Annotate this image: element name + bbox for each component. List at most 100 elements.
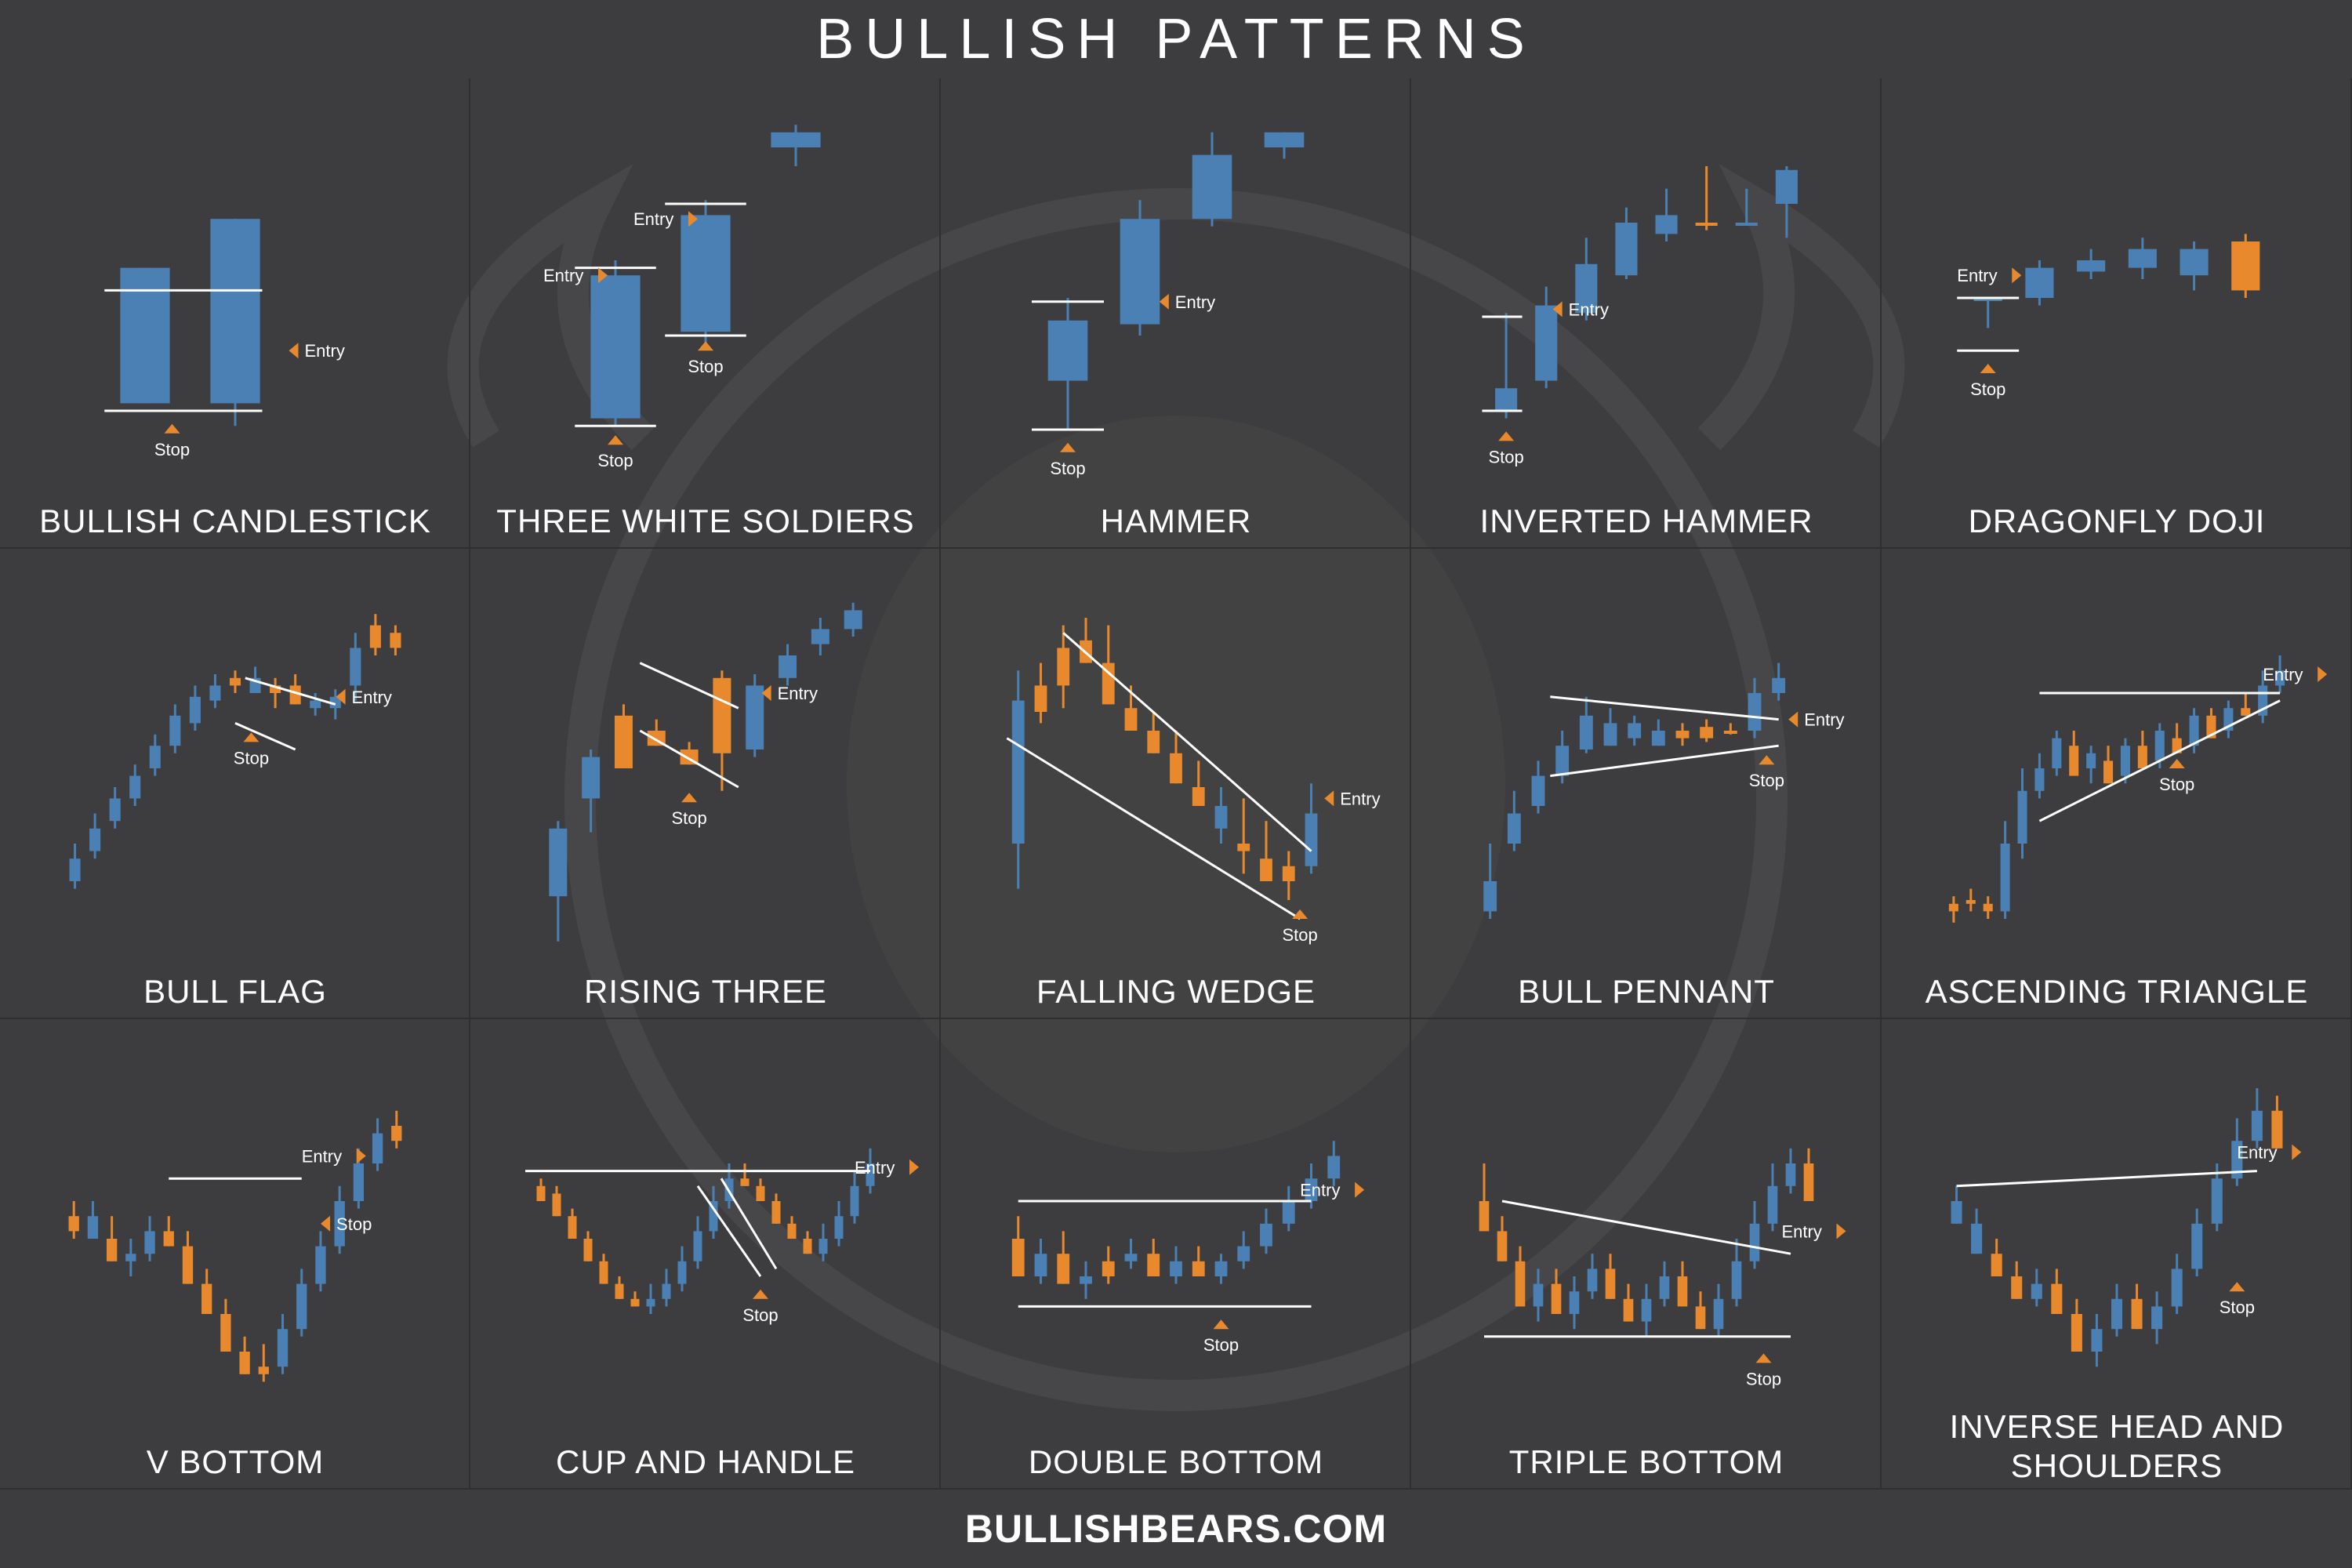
candle-body (329, 696, 341, 709)
candle-body (2025, 267, 2054, 298)
panel-bull-pennant: Entry Stop BULL PENNANT (1411, 549, 1882, 1019)
stop-label: Stop (671, 808, 706, 828)
candle-body (1282, 866, 1295, 881)
candle-body (1120, 219, 1160, 325)
trend-line (234, 722, 296, 751)
trend-line (696, 1185, 762, 1277)
candle-body (144, 1231, 155, 1254)
stop-arrow-icon (1292, 909, 1308, 919)
candle-body (2154, 731, 2165, 761)
candle-body (1102, 1261, 1115, 1276)
candle-body (2241, 708, 2251, 716)
stop-label: Stop (1282, 925, 1317, 945)
pattern-title: TRIPLE BOTTOM (1508, 1443, 1784, 1480)
candle-body (583, 1239, 593, 1261)
candle-body (552, 1193, 561, 1217)
candle-body (1535, 305, 1558, 381)
candle-body (1695, 1306, 1706, 1330)
candle-body (662, 1283, 671, 1299)
candle-body (109, 798, 121, 822)
chart-triple-bottom: Entry Stop (1479, 1148, 1846, 1388)
candle-body (1767, 1185, 1778, 1224)
stop-label: Stop (154, 440, 190, 459)
chart-bullish-candlestick: Entry Stop (104, 219, 345, 459)
candle-body (270, 685, 281, 693)
candle-body (1695, 223, 1718, 226)
candle-body (1569, 1291, 1580, 1314)
candle-body (1147, 1254, 1160, 1276)
candle-body (1192, 787, 1205, 806)
stop-arrow-icon (164, 423, 180, 434)
pattern-title: RISING THREE (584, 973, 827, 1010)
candle-body (1587, 1269, 1598, 1292)
candle-body (353, 1163, 365, 1201)
candle-body (210, 219, 260, 404)
pattern-title: V BOTTOM (146, 1443, 325, 1480)
candle-body (1735, 223, 1758, 226)
candle-body (1731, 1261, 1742, 1299)
candle-body (2086, 753, 2096, 768)
trend-line (1062, 632, 1312, 852)
candle-body (209, 685, 221, 701)
entry-marker: Entry (1300, 1181, 1365, 1200)
candle-body (1991, 1254, 2002, 1276)
candle-body (1305, 1178, 1318, 1201)
entry-label: Entry (1300, 1181, 1340, 1200)
candle-body (106, 1239, 118, 1261)
candle-body (1675, 731, 1690, 739)
candle-body (818, 1239, 828, 1254)
entry-arrow-icon (909, 1159, 919, 1175)
candle-body (1749, 1223, 1760, 1261)
trend-line (720, 1178, 778, 1270)
entry-marker: Entry (2237, 1143, 2302, 1163)
candle-body (614, 715, 633, 768)
entry-label: Entry (543, 266, 583, 285)
entry-marker: Entry (1782, 1221, 1846, 1241)
candle-body (1659, 1276, 1670, 1299)
entry-label: Entry (1804, 710, 1844, 730)
candle-body (2017, 790, 2027, 844)
pattern-title: THREE WHITE SOLDIERS (496, 503, 915, 539)
candle-body (372, 1133, 383, 1163)
chart-bull-pennant: Entry Stop (1483, 662, 1845, 919)
stop-marker: Stop (321, 1214, 372, 1234)
candle-body (713, 677, 731, 753)
candle-body (129, 775, 141, 799)
trend-line (1501, 1200, 1791, 1255)
stop-arrow-icon (2169, 759, 2185, 768)
chart-inverted-hammer: Entry Stop (1482, 166, 1798, 466)
candle-body (1531, 775, 1545, 806)
candle-body (2251, 1110, 2263, 1142)
candle-body (2231, 1141, 2243, 1179)
candle-body (149, 746, 161, 768)
stop-arrow-icon (2229, 1282, 2245, 1292)
candle-body (315, 1246, 326, 1284)
stop-marker: Stop (597, 435, 633, 470)
candle-body (68, 1216, 79, 1232)
candle-body (2172, 738, 2182, 753)
candle-body (1951, 1201, 1962, 1224)
entry-marker: Entry (1324, 789, 1381, 808)
chart-cup-and-handle: Entry Stop (525, 1148, 919, 1325)
candle-body (2052, 738, 2062, 768)
candle-body (1748, 693, 1762, 731)
chart-hammer: Entry Stop (1032, 132, 1305, 478)
candle-body (1057, 648, 1070, 686)
stop-marker: Stop (1488, 431, 1524, 466)
stop-arrow-icon (1755, 1353, 1772, 1363)
entry-arrow-icon (688, 211, 698, 227)
candle-body (1677, 1276, 1688, 1307)
candle-body (89, 828, 101, 851)
candle-body (1655, 215, 1678, 234)
stop-arrow-icon (1980, 364, 1996, 373)
candle-body (1057, 1254, 1070, 1284)
candle-body (2271, 1110, 2283, 1149)
candle-body (1603, 723, 1617, 746)
stop-arrow-icon (1060, 442, 1076, 452)
panel-inverse-head-and-shoulders: Entry Stop INVERSE HEAD AND SHOULDERS (1882, 1019, 2352, 1490)
candle-body (681, 215, 731, 332)
candle-body (1533, 1283, 1544, 1307)
entry-arrow-icon (1788, 711, 1798, 728)
candle-body (2191, 1223, 2203, 1269)
